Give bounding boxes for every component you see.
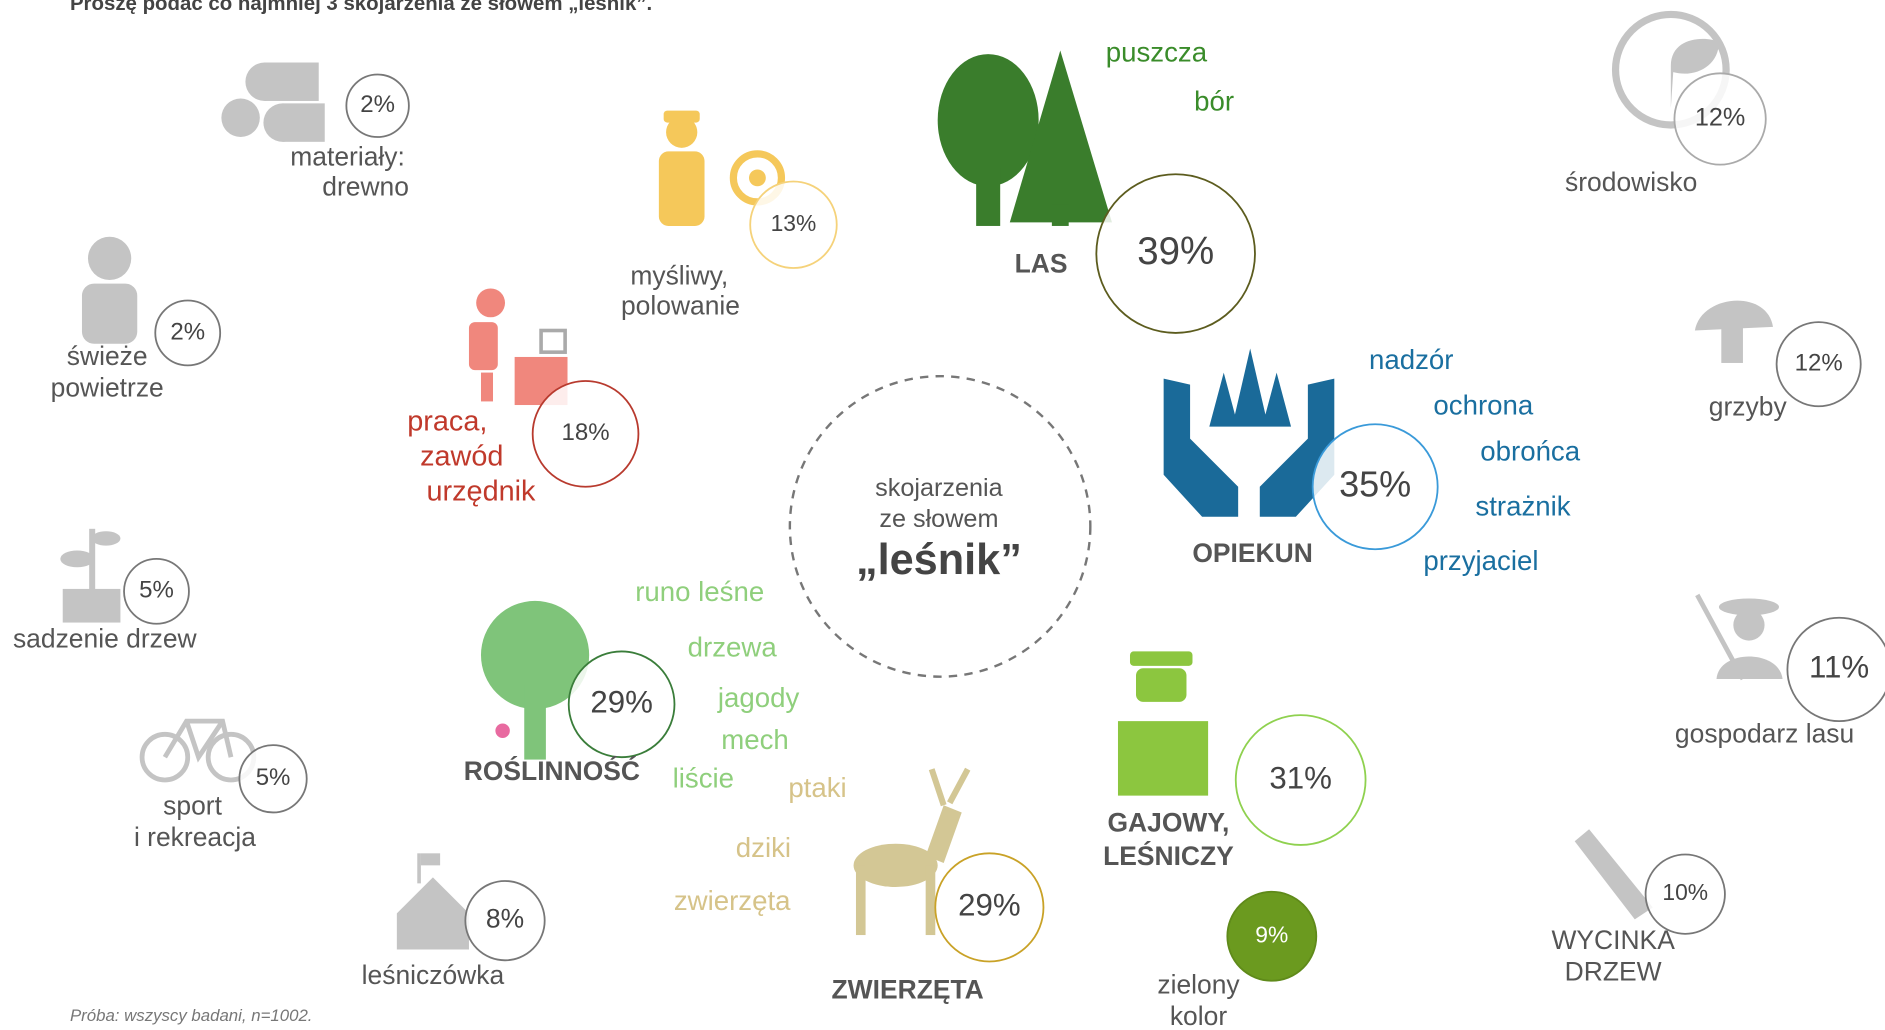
- icon-person: [81, 236, 138, 344]
- item-label: GAJOWY,: [1107, 807, 1229, 837]
- item-label: leśniczówka: [362, 960, 505, 990]
- percent-label: 12%: [1695, 104, 1745, 132]
- icon-plant: [60, 528, 121, 623]
- item-label: praca,: [407, 406, 487, 438]
- association-word: runo leśne: [635, 576, 764, 607]
- association-word: przyjaciel: [1423, 545, 1538, 576]
- item-label: środowisko: [1565, 167, 1697, 197]
- association-word: mech: [721, 724, 789, 755]
- center-text: skojarzenia: [875, 474, 1004, 502]
- percent-label: 8%: [486, 904, 524, 934]
- percent-circle: [1095, 173, 1256, 334]
- icons: [60, 10, 1783, 950]
- item-label: WYCINKA: [1551, 925, 1675, 955]
- item-label: sadzenie drzew: [13, 624, 198, 654]
- item-label: świeże: [67, 341, 148, 371]
- percent-circle: [154, 299, 222, 367]
- icon-bike: [139, 718, 257, 783]
- association-word: strażnik: [1475, 491, 1570, 522]
- icon-trees: [937, 50, 1112, 226]
- item-label: zawód: [420, 441, 503, 473]
- item-label: polowanie: [621, 291, 740, 321]
- item-label: OPIEKUN: [1192, 538, 1312, 568]
- item-label: myśliwy,: [630, 261, 728, 291]
- icon-hands: [1163, 348, 1335, 517]
- item-label: materiały:: [290, 142, 405, 172]
- item-label: zielony: [1157, 970, 1240, 1000]
- percent-circle: [238, 744, 308, 814]
- percent-circle: [1775, 321, 1862, 408]
- percent-circle: [123, 557, 190, 625]
- item-label: LEŚNICZY: [1103, 841, 1234, 871]
- icon-worker: [468, 288, 568, 406]
- item-label: powietrze: [51, 372, 164, 402]
- association-word: ochrona: [1433, 390, 1533, 421]
- percent-circle: [1234, 714, 1367, 846]
- percent-label: 5%: [256, 764, 291, 791]
- icon-logs: [221, 62, 325, 142]
- icon-house: [396, 853, 469, 950]
- item-label: LAS: [1015, 249, 1068, 279]
- percent-label: 12%: [1795, 350, 1843, 377]
- title: Proszę podać co najmniej 3 skojarzenia z…: [70, 0, 652, 15]
- association-word: puszcza: [1106, 36, 1208, 67]
- percent-circle: [531, 380, 640, 488]
- percent-circle: [1311, 423, 1439, 551]
- percent-label: 9%: [1255, 921, 1288, 947]
- percent-label: 35%: [1339, 463, 1411, 504]
- association-word: dziki: [736, 832, 791, 863]
- item-label: sport: [163, 791, 222, 821]
- item-label: gospodarz lasu: [1675, 719, 1854, 749]
- percent-circle: [567, 650, 676, 759]
- percent-circle: [1226, 890, 1318, 982]
- association-word: drzewa: [688, 631, 778, 662]
- percent-label: 31%: [1269, 760, 1332, 795]
- item-label: urzędnik: [426, 475, 536, 507]
- icon-deer: [853, 767, 971, 936]
- association-word: ptaki: [788, 772, 846, 803]
- icon-farmer: [1695, 593, 1783, 681]
- item-label: kolor: [1170, 1001, 1227, 1030]
- percent-circle: [464, 880, 546, 962]
- center-text: „leśnik”: [856, 536, 1022, 584]
- icon-mushroom: [1694, 300, 1773, 363]
- icon-saw: [1574, 829, 1653, 920]
- percent-circle: [749, 180, 838, 269]
- item-label: DRZEW: [1565, 956, 1662, 986]
- percent-label: 39%: [1137, 230, 1214, 273]
- percent-label: 10%: [1662, 879, 1708, 905]
- icon-tree: [480, 600, 590, 760]
- percent-circle: [1786, 616, 1885, 723]
- item-label: i rekreacja: [134, 822, 256, 852]
- percent-label: 29%: [958, 888, 1021, 923]
- item-label: ROŚLINNOŚĆ: [464, 756, 640, 786]
- percent-label: 11%: [1809, 650, 1869, 685]
- item-label: drewno: [322, 172, 409, 202]
- association-word: bór: [1194, 86, 1234, 117]
- percent-label: 29%: [590, 685, 653, 720]
- note: Próba: wszyscy badani, n=1002.: [70, 1006, 313, 1025]
- percent-label: 2%: [170, 318, 205, 345]
- percent-label: 13%: [771, 210, 817, 236]
- center-text: ze słowem: [879, 505, 998, 533]
- percent-circle: [934, 852, 1045, 963]
- percent-label: 18%: [562, 419, 610, 446]
- association-word: liście: [673, 762, 734, 793]
- icon-leaf: [1611, 10, 1730, 129]
- center-circle: [788, 374, 1092, 678]
- item-label: ZWIERZĘTA: [832, 975, 984, 1005]
- percent-circle: [1644, 853, 1726, 935]
- association-word: zwierzęta: [674, 885, 791, 916]
- icon-gamekeeper: [1117, 651, 1209, 796]
- percent-circle: [345, 73, 410, 138]
- association-word: nadzór: [1369, 344, 1453, 375]
- percent-circle: [1673, 72, 1767, 166]
- percent-label: 5%: [139, 577, 174, 604]
- association-word: obrońca: [1480, 435, 1580, 466]
- percent-label: 2%: [360, 91, 395, 118]
- item-label: grzyby: [1709, 392, 1788, 422]
- association-word: jagody: [717, 682, 800, 713]
